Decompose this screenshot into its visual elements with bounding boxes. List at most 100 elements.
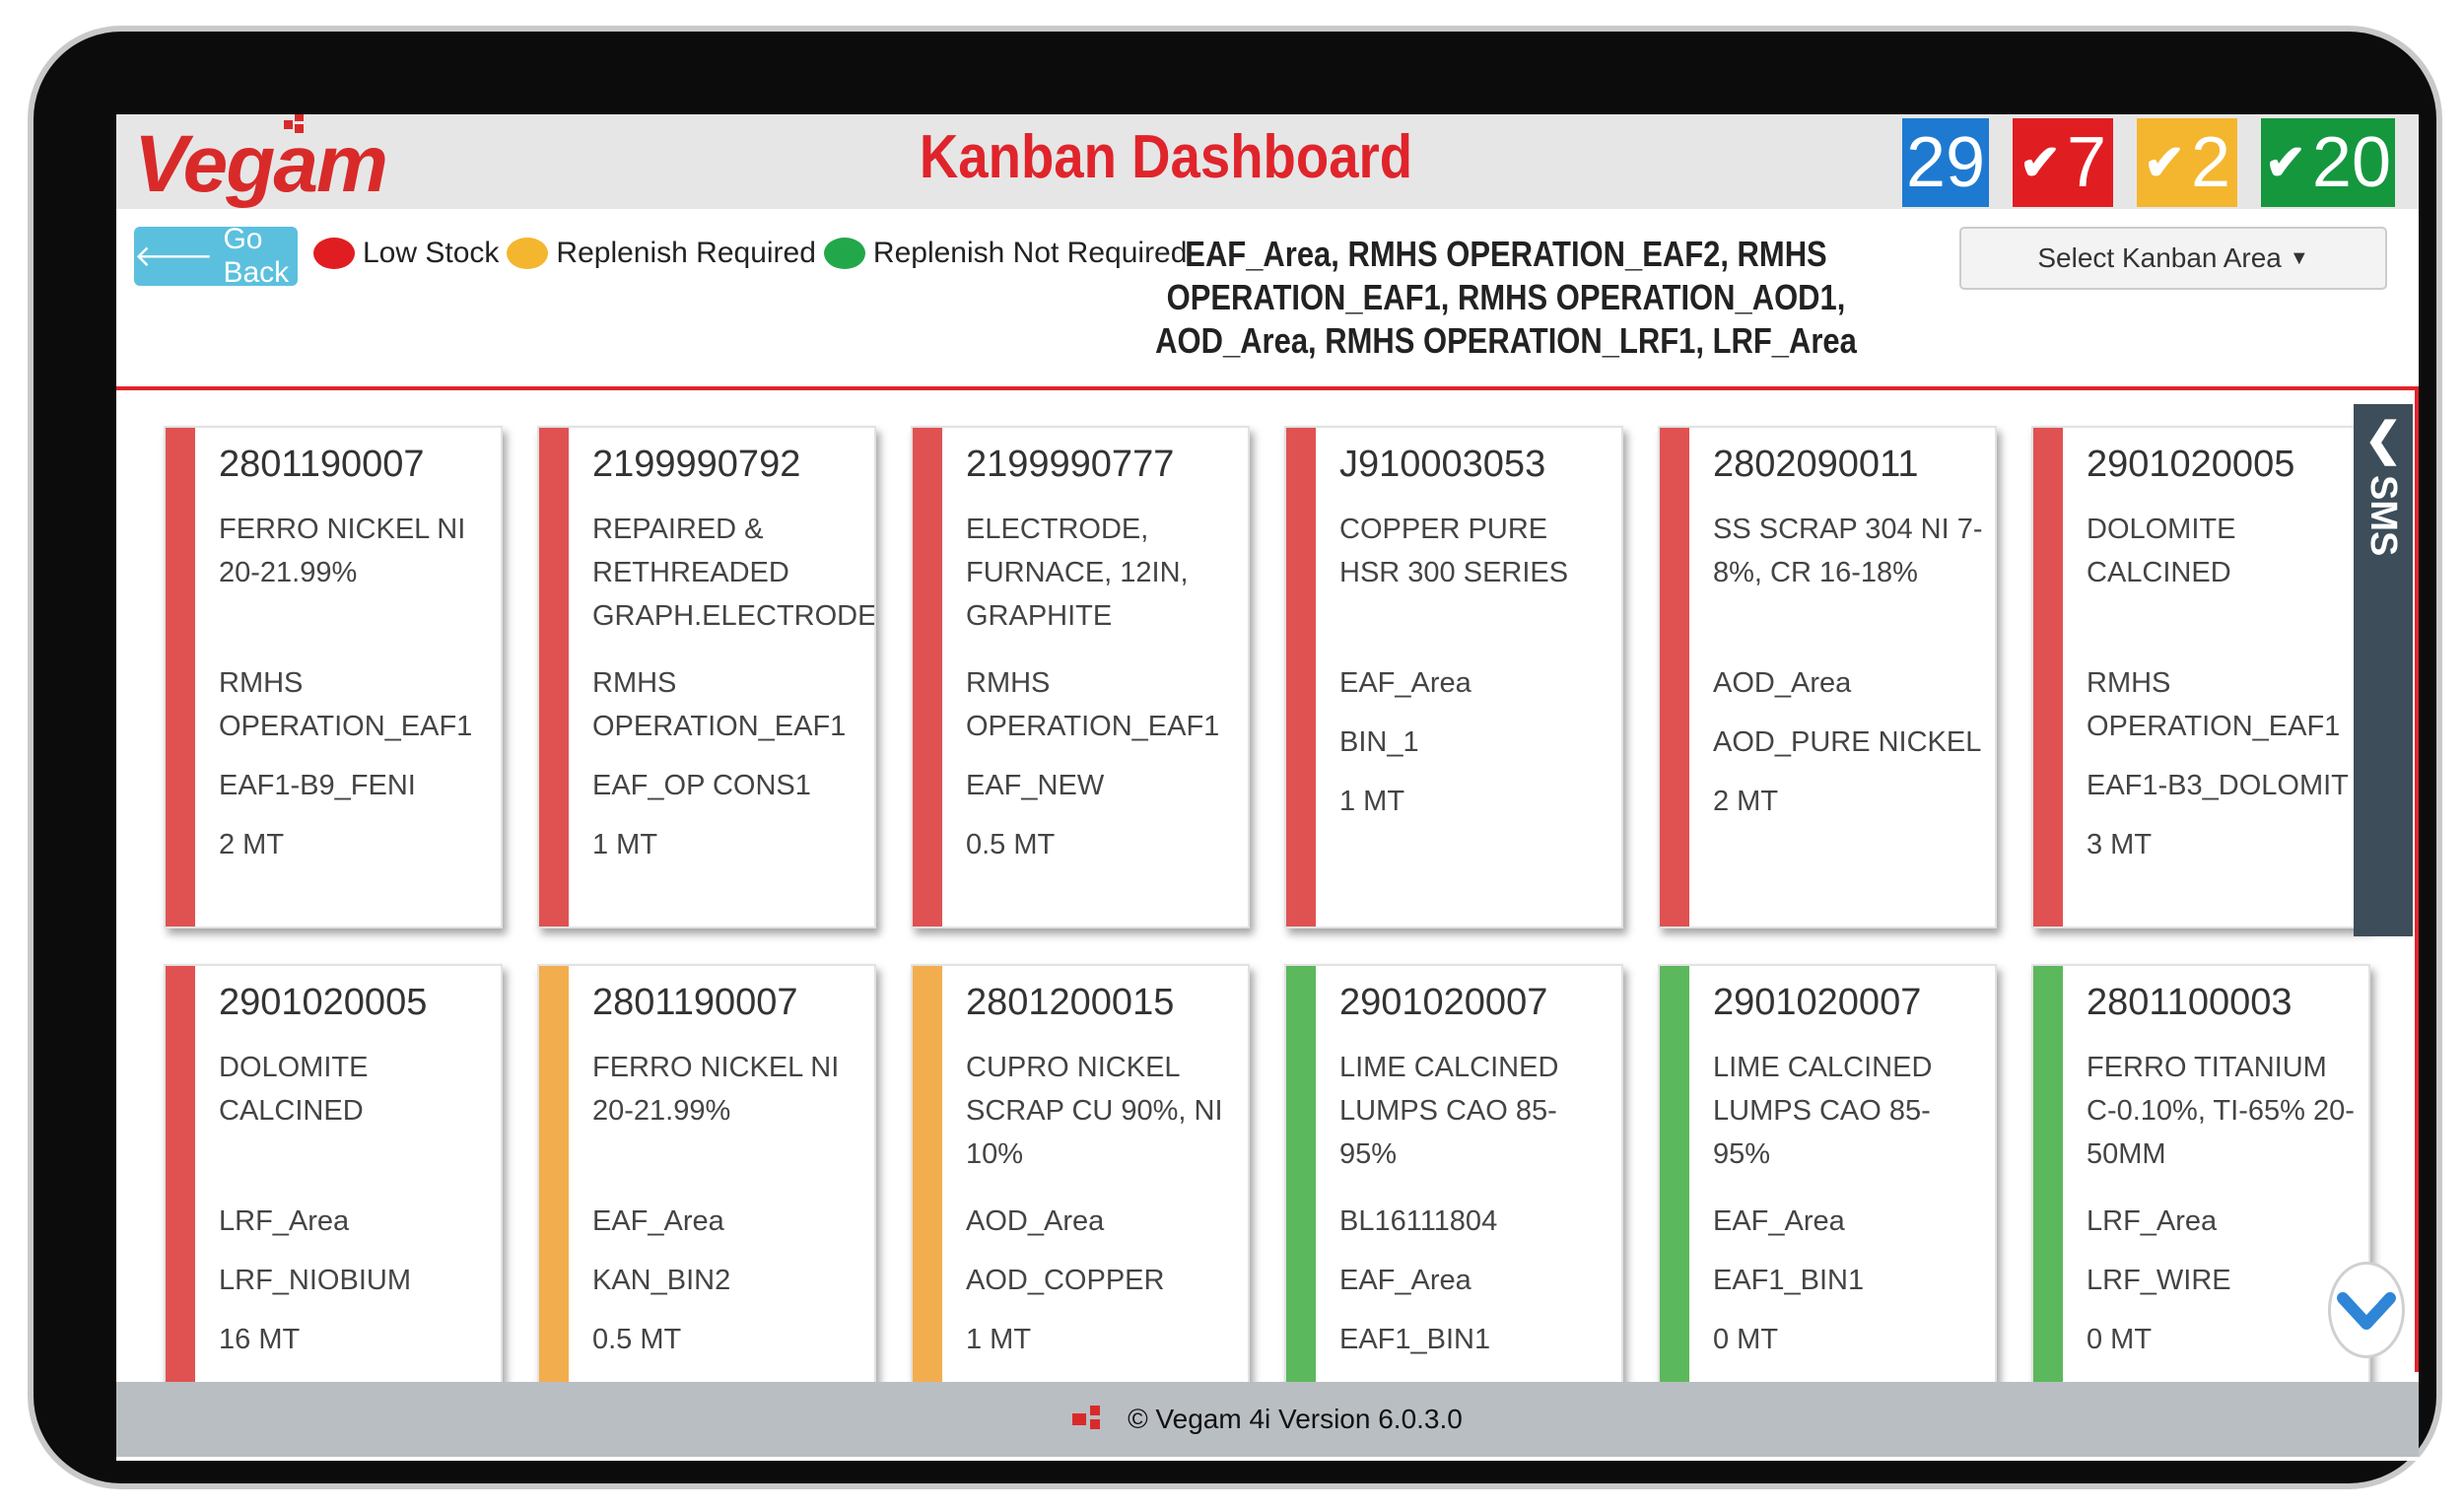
- tablet-frame: Vegam Kanban Dashboard 29 ✔ 7 ✔ 2 ✔: [28, 26, 2442, 1489]
- card-detail-line: 16 MT: [219, 1324, 301, 1355]
- card-detail-line: KAN_BIN2: [592, 1265, 731, 1296]
- low-stock-count-value: 7: [2066, 123, 2106, 202]
- card-detail-line: EAF1-B3_DOLOMIT: [2087, 770, 2349, 801]
- replenish-required-dot-icon: [507, 238, 549, 269]
- card-body: 2801190007 FERRO NICKEL NI 20-21.99% RMHS …: [219, 444, 491, 866]
- app-screen: Vegam Kanban Dashboard 29 ✔ 7 ✔ 2 ✔: [116, 114, 2419, 1461]
- selected-areas-text: EAF_Area, RMHS OPERATION_EAF2, RMHS OPER…: [1155, 234, 1857, 361]
- chevron-down-icon: [2337, 1292, 2396, 1330]
- card-detail-line: 0 MT: [1713, 1324, 1779, 1355]
- card-material-description: REPAIRED & RETHREADED GRAPH.ELECTRODE18": [592, 514, 876, 632]
- card-detail-line: EAF1-B9_FENI: [219, 770, 416, 801]
- kanban-card[interactable]: 2801190007 FERRO NICKEL NI 20-21.99% RMHS …: [164, 426, 503, 928]
- arrow-left-icon: 🡐: [134, 240, 214, 273]
- card-body: 2901020005 DOLOMITE CALCINED LRF_Area LRF_N…: [219, 982, 491, 1361]
- card-material-code: 2901020005: [219, 982, 428, 1023]
- sms-side-tab[interactable]: ❮ SMS: [2354, 404, 2413, 936]
- card-detail-line: EAF_Area: [592, 1205, 724, 1237]
- card-detail-line: RMHS OPERATION_EAF1: [966, 667, 1220, 742]
- card-detail-line: EAF1_BIN1: [1339, 1324, 1491, 1355]
- card-material-code: 2801190007: [219, 444, 425, 485]
- card-body: 2801190007 FERRO NICKEL NI 20-21.99% EAF_A…: [592, 982, 864, 1361]
- card-status-stripe: [2033, 428, 2063, 927]
- card-detail-line: 0.5 MT: [592, 1324, 682, 1355]
- card-detail-line: 2 MT: [219, 829, 285, 860]
- total-count-badge[interactable]: 29: [1902, 118, 1989, 207]
- footer-bar: © Vegam 4i Version 6.0.3.0: [116, 1382, 2419, 1457]
- card-material-code: 2801100003: [2087, 982, 2293, 1023]
- card-status-stripe: [913, 428, 942, 927]
- replenish-required-count-badge[interactable]: ✔ 2: [2137, 118, 2237, 207]
- card-material-code: 2901020005: [2087, 444, 2295, 485]
- card-status-stripe: [913, 966, 942, 1396]
- card-material-code: 2801190007: [592, 982, 798, 1023]
- low-stock-count-badge[interactable]: ✔ 7: [2013, 118, 2113, 207]
- kanban-card[interactable]: 2901020005 DOLOMITE CALCINED LRF_Area LRF_N…: [164, 964, 503, 1398]
- low-stock-dot-icon: [313, 238, 355, 269]
- replenish-not-required-dot-icon: [823, 238, 865, 269]
- kanban-area-select[interactable]: Select Kanban Area ▼: [1959, 227, 2387, 290]
- card-body: 2901020007 LIME CALCINED LUMPS CAO 85-95%…: [1339, 982, 1611, 1396]
- kanban-card[interactable]: J910003053 COPPER PURE HSR 300 SERIES EAF_…: [1284, 426, 1623, 928]
- card-material-description: FERRO TITANIUM C-0.10%, TI-65% 20-50MM: [2087, 1052, 2355, 1170]
- card-body: 2801200015 CUPRO NICKEL SCRAP CU 90%, NI …: [966, 982, 1238, 1361]
- card-material-description: FERRO NICKEL NI 20-21.99%: [219, 514, 466, 588]
- card-detail-line: 2 MT: [1713, 786, 1779, 817]
- caret-down-icon: ▼: [2289, 246, 2309, 269]
- kanban-card[interactable]: 2199990792 REPAIRED & RETHREADED GRAPH.EL…: [537, 426, 876, 928]
- card-detail-line: EAF_Area: [1339, 1265, 1472, 1296]
- card-detail-line: 0.5 MT: [966, 829, 1056, 860]
- card-detail-line: 1 MT: [966, 1324, 1032, 1355]
- go-back-button[interactable]: 🡐 Go Back: [134, 223, 298, 289]
- card-status-stripe: [2033, 966, 2063, 1396]
- card-detail-line: LRF_WIRE: [2087, 1265, 2231, 1296]
- kanban-card[interactable]: 2801190007 FERRO NICKEL NI 20-21.99% EAF_A…: [537, 964, 876, 1398]
- chevron-left-icon: ❮: [2363, 413, 2403, 464]
- sms-tab-label: SMS: [2362, 475, 2404, 557]
- card-material-code: 2901020007: [1339, 982, 1548, 1023]
- page-title: Kanban Dashboard: [919, 123, 1413, 191]
- replenish-not-required-count-badge[interactable]: ✔ 20: [2261, 118, 2395, 207]
- card-body: 2901020005 DOLOMITE CALCINED RMHS OPERATIO…: [2087, 444, 2359, 866]
- kanban-card[interactable]: 2802090011 SS SCRAP 304 NI 7-8%, CR 16-18…: [1658, 426, 1997, 928]
- kanban-card[interactable]: 2801200015 CUPRO NICKEL SCRAP CU 90%, NI …: [911, 964, 1250, 1398]
- replenish-not-required-count-value: 20: [2311, 123, 2391, 202]
- kanban-card[interactable]: 2901020005 DOLOMITE CALCINED RMHS OPERATIO…: [2031, 426, 2370, 928]
- card-material-code: 2802090011: [1713, 444, 1919, 485]
- card-material-code: 2901020007: [1713, 982, 1922, 1023]
- card-detail-line: EAF_OP CONS1: [592, 770, 811, 801]
- kanban-card[interactable]: 2199990777 ELECTRODE, FURNACE, 12IN, GRAP…: [911, 426, 1250, 928]
- card-detail-line: AOD_COPPER: [966, 1265, 1165, 1296]
- check-icon: ✔: [2265, 135, 2306, 190]
- card-detail-line: EAF_Area: [1713, 1205, 1845, 1237]
- card-material-code: 2199990792: [592, 444, 801, 485]
- scroll-down-button[interactable]: [2328, 1262, 2405, 1358]
- card-detail-line: 0 MT: [2087, 1324, 2153, 1355]
- card-material-code: 2199990777: [966, 444, 1175, 485]
- header-divider: [116, 386, 2419, 390]
- card-body: J910003053 COPPER PURE HSR 300 SERIES EAF_…: [1339, 444, 1611, 823]
- footer-version-text: © Vegam 4i Version 6.0.3.0: [1128, 1404, 1463, 1434]
- card-detail-line: BL16111804: [1339, 1205, 1498, 1237]
- check-icon: ✔: [2144, 135, 2185, 190]
- card-detail-line: AOD_Area: [1713, 667, 1852, 699]
- total-count-value: 29: [1905, 123, 1986, 202]
- kanban-area-select-label: Select Kanban Area: [2037, 242, 2282, 273]
- legend-low-stock: Low Stock: [363, 237, 500, 269]
- kanban-card[interactable]: 2801100003 FERRO TITANIUM C-0.10%, TI-65%…: [2031, 964, 2370, 1398]
- vegam-logo: Vegam: [134, 119, 388, 209]
- kanban-card[interactable]: 2901020007 LIME CALCINED LUMPS CAO 85-95%…: [1658, 964, 1997, 1398]
- card-detail-line: 1 MT: [592, 829, 658, 860]
- card-body: 2199990792 REPAIRED & RETHREADED GRAPH.EL…: [592, 444, 876, 866]
- card-detail-line: LRF_NIOBIUM: [219, 1265, 411, 1296]
- kanban-card[interactable]: 2901020007 LIME CALCINED LUMPS CAO 85-95%…: [1284, 964, 1623, 1398]
- card-detail-line: EAF_Area: [1339, 667, 1472, 699]
- card-body: 2802090011 SS SCRAP 304 NI 7-8%, CR 16-18…: [1713, 444, 1985, 823]
- card-material-description: DOLOMITE CALCINED: [2087, 514, 2236, 588]
- card-detail-line: AOD_PURE NICKEL: [1713, 726, 1982, 758]
- card-material-description: LIME CALCINED LUMPS CAO 85-95%: [1339, 1052, 1559, 1170]
- card-detail-line: BIN_1: [1339, 726, 1419, 758]
- card-status-stripe: [166, 966, 195, 1396]
- card-material-code: 2801200015: [966, 982, 1175, 1023]
- card-material-description: DOLOMITE CALCINED: [219, 1052, 369, 1127]
